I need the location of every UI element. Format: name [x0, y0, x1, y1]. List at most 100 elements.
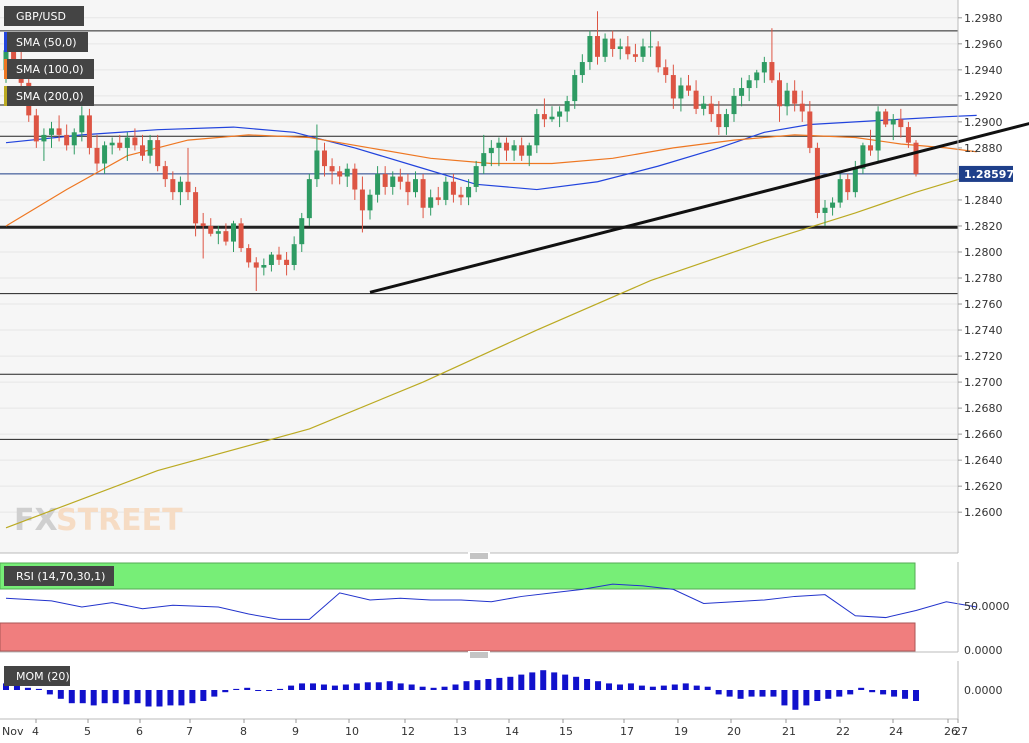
candle-body [390, 176, 396, 187]
candle-body [314, 150, 320, 180]
mom-bar [13, 685, 20, 690]
mom-bar [320, 684, 327, 690]
mom-bar [825, 690, 832, 699]
rsi-bottom-tick: 0.0000 [964, 644, 1003, 657]
mom-bar [891, 690, 898, 697]
candle-body [367, 194, 373, 211]
candle-body [708, 103, 714, 115]
candle-body [723, 114, 729, 128]
candle-body [117, 142, 123, 148]
candle-body [822, 207, 828, 213]
candle-body [898, 119, 904, 128]
mom-bar [814, 690, 821, 701]
candle-body [177, 181, 183, 193]
x-tick-label: 9 [292, 725, 299, 738]
horizontal-levels [0, 30, 958, 440]
candle-body [701, 103, 707, 109]
y-tick-label: 1.2620 [964, 480, 1003, 493]
candle-body [397, 176, 403, 182]
candle-body [610, 38, 616, 50]
mom-bar [24, 687, 31, 690]
candle-body [185, 181, 191, 193]
y-tick-label: 1.2640 [964, 454, 1003, 467]
candle-body [693, 90, 699, 109]
x-tick-label: 22 [836, 725, 850, 738]
y-tick-label: 1.2960 [964, 38, 1003, 51]
sma50-legend[interactable]: SMA (50,0) [4, 32, 88, 52]
mom-bar [309, 683, 316, 690]
x-tick-label: 8 [240, 725, 247, 738]
candle-body [306, 179, 312, 219]
x-tick-label: 15 [559, 725, 573, 738]
sma100-legend[interactable]: SMA (100,0) [4, 59, 94, 79]
candle-body [632, 54, 638, 57]
candle-body [746, 80, 752, 89]
x-tick-label: Nov [2, 725, 24, 738]
sma200-legend[interactable]: SMA (200,0) [4, 86, 94, 106]
candle-body [413, 179, 418, 193]
mom-bar [485, 679, 492, 690]
candle-body [284, 259, 290, 265]
mom-bar [342, 684, 349, 690]
candle-body [450, 181, 456, 195]
candle-body [648, 46, 654, 48]
candle-body [504, 142, 509, 151]
y-tick-label: 1.2840 [964, 194, 1003, 207]
candle-body [511, 145, 517, 151]
candle-body [337, 171, 343, 177]
mom-bar [331, 685, 338, 690]
candle-body [860, 145, 866, 169]
y-tick-label: 1.2760 [964, 298, 1003, 311]
candle-body [549, 116, 555, 120]
main-plot-area[interactable] [0, 0, 958, 553]
candle-body [534, 114, 540, 146]
mom-legend[interactable]: MOM (20) [4, 666, 70, 686]
mom-bar [726, 690, 733, 697]
mom-bar [704, 686, 711, 690]
candle-body [541, 114, 547, 120]
rsi-oversold-zone [0, 622, 916, 652]
candle-body [359, 189, 365, 211]
x-tick-label: 14 [505, 725, 519, 738]
mom-bar [145, 690, 152, 707]
y-tick-label: 1.2800 [964, 246, 1003, 259]
mom-bar [364, 682, 371, 690]
x-tick-label: 7 [186, 725, 193, 738]
candle-body [71, 132, 77, 146]
candle-body [299, 218, 305, 245]
rsi-mid-tick: 50.0000 [964, 600, 1010, 613]
x-tick-label: 27 [954, 725, 968, 738]
pane-resize-handle-2[interactable] [468, 651, 490, 659]
mom-bar [496, 677, 503, 690]
candle-body [147, 140, 153, 156]
mom-bar [748, 690, 755, 697]
x-tick-label: 21 [782, 725, 796, 738]
mom-bar [682, 683, 689, 690]
candle-body [595, 36, 600, 57]
symbol-legend[interactable]: GBP/USD [4, 6, 84, 26]
candle-body [291, 244, 297, 265]
x-tick-label: 4 [32, 725, 39, 738]
candle-body [124, 137, 130, 148]
candle-body [238, 223, 244, 249]
candle-body [875, 111, 881, 151]
y-tick-label: 1.2740 [964, 324, 1003, 337]
candle-body [754, 72, 760, 81]
candle-body [435, 197, 441, 200]
x-tick-label: 12 [401, 725, 415, 738]
mom-bar [518, 674, 525, 690]
candle-body [640, 46, 646, 57]
y-tick-label: 1.2880 [964, 142, 1003, 155]
mom-bar [112, 690, 119, 704]
mom-bar [375, 682, 382, 690]
mom-zero-tick: 0.0000 [964, 684, 1003, 697]
sma50-line [5, 114, 977, 191]
pane-resize-handle-1[interactable] [468, 552, 490, 560]
watermark-part2: STREET [56, 503, 183, 538]
mom-bar [386, 681, 393, 690]
candle-body [830, 202, 836, 208]
rsi-legend[interactable]: RSI (14,70,30,1) [4, 566, 114, 586]
candle-body [132, 137, 138, 146]
mom-bar [573, 676, 580, 690]
mom-bar [836, 690, 843, 697]
